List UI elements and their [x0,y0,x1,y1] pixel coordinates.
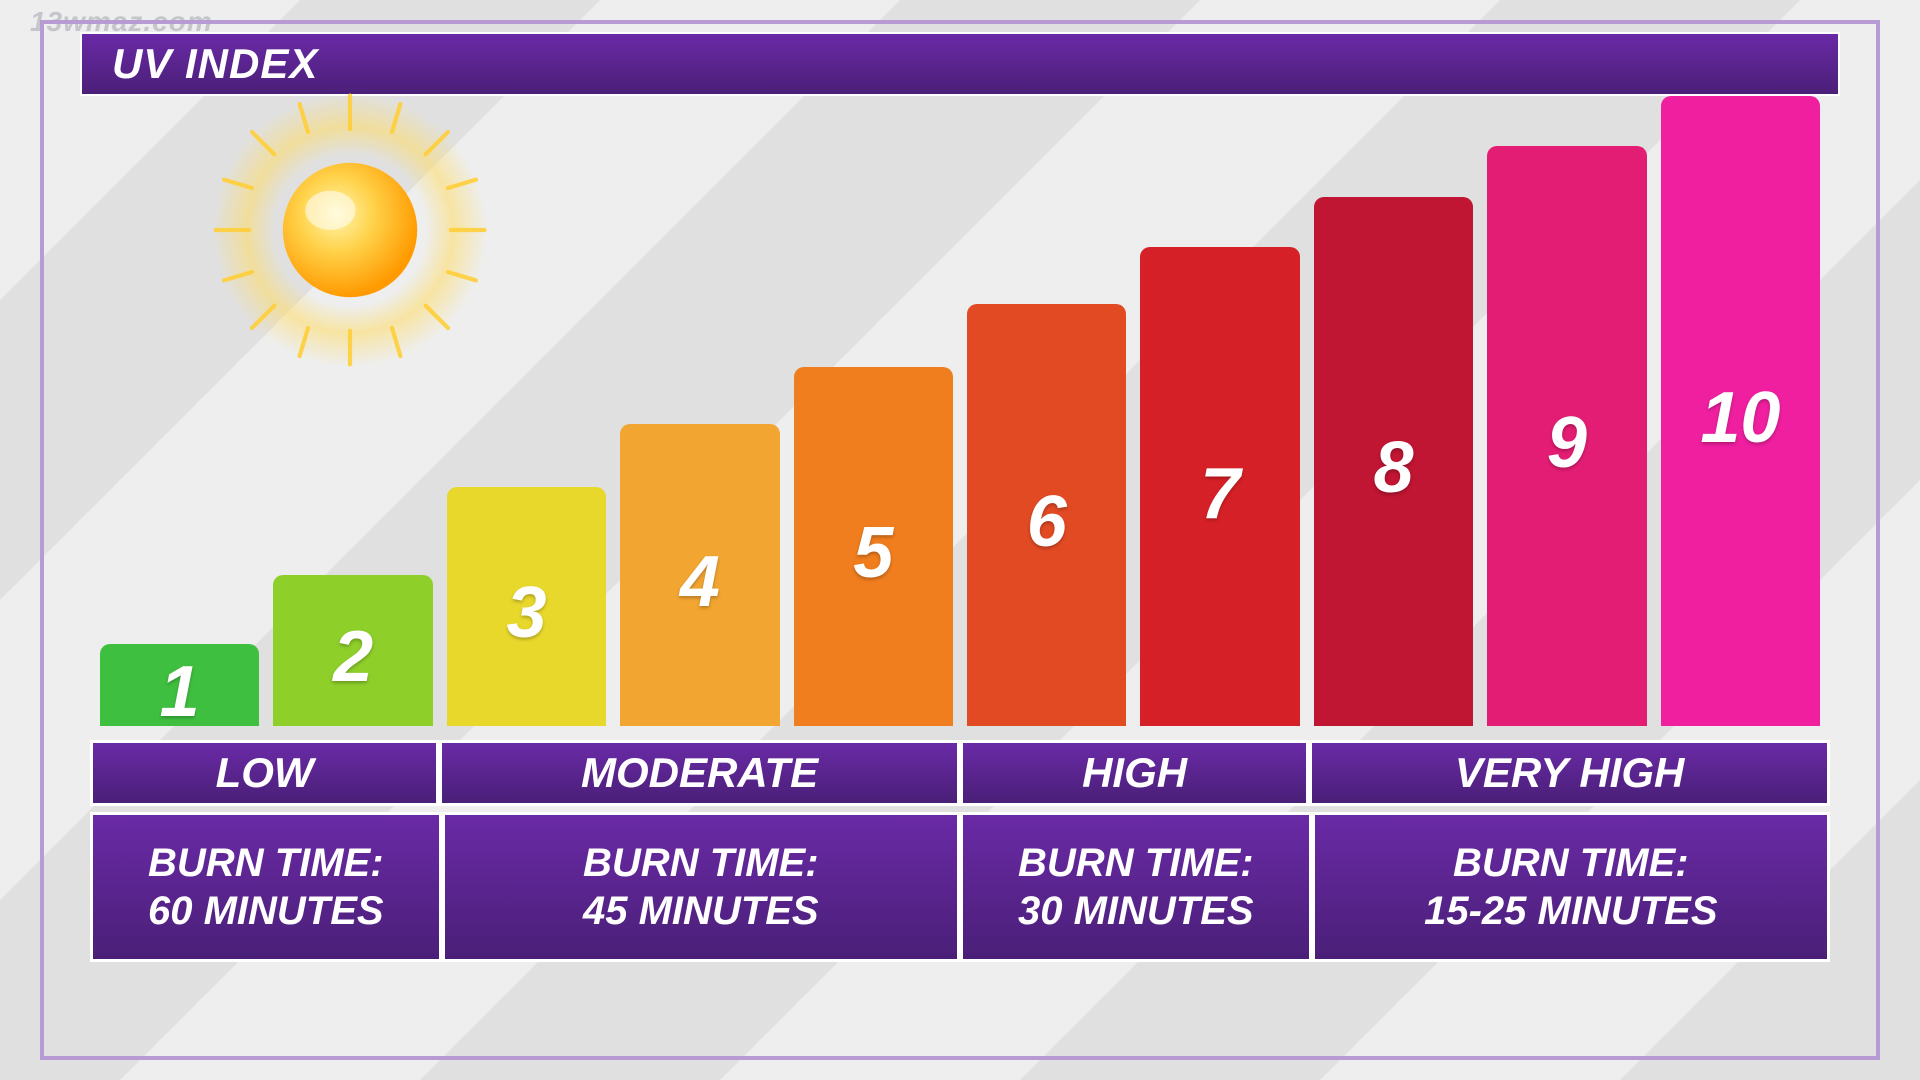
category-high: HIGH [960,740,1309,806]
burn-time-row: BURN TIME: 60 MINUTES BURN TIME: 45 MINU… [90,812,1830,962]
bar-9: 9 [1487,146,1646,726]
bar-label: 6 [1027,467,1067,563]
uv-bar-chart: 1 2 3 4 5 6 7 8 9 10 [100,96,1820,726]
bar-3: 3 [447,487,606,726]
burn-value: 15-25 MINUTES [1424,889,1717,933]
bar-5: 5 [794,367,953,726]
bar-label: 1 [160,637,200,733]
bar-label: 4 [680,527,720,623]
bar-label: 2 [333,602,373,698]
bar-label: 8 [1374,413,1414,509]
burn-value: 30 MINUTES [1018,889,1254,933]
bar-6: 6 [967,304,1126,726]
bar-7: 7 [1140,247,1299,726]
burn-label: BURN TIME: [148,841,384,885]
bar-10: 10 [1661,96,1820,726]
bar-label: 10 [1700,363,1780,459]
burn-moderate: BURN TIME: 45 MINUTES [442,812,960,962]
burn-low: BURN TIME: 60 MINUTES [90,812,442,962]
burn-value: 60 MINUTES [148,889,384,933]
title-bar: UV INDEX [80,32,1840,96]
category-veryhigh: VERY HIGH [1309,740,1830,806]
bar-4: 4 [620,424,779,726]
title-text: UV INDEX [112,40,318,88]
bar-label: 5 [853,498,893,594]
category-moderate: MODERATE [439,740,960,806]
burn-label: BURN TIME: [1453,841,1689,885]
category-row: LOW MODERATE HIGH VERY HIGH [90,740,1830,806]
category-low: LOW [90,740,439,806]
burn-label: BURN TIME: [583,841,819,885]
bar-1: 1 [100,644,259,726]
bar-label: 9 [1547,388,1587,484]
bar-8: 8 [1314,197,1473,726]
bar-2: 2 [273,575,432,726]
burn-veryhigh: BURN TIME: 15-25 MINUTES [1312,812,1830,962]
burn-label: BURN TIME: [1018,841,1254,885]
bar-label: 7 [1200,439,1240,535]
bar-label: 3 [506,558,546,654]
burn-high: BURN TIME: 30 MINUTES [960,812,1312,962]
burn-value: 45 MINUTES [583,889,819,933]
